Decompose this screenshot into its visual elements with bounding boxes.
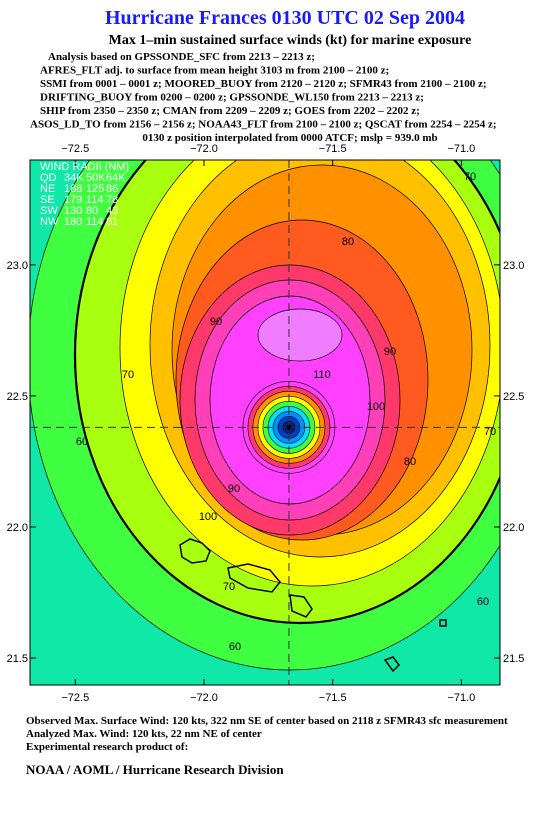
contour-label: 60 — [477, 596, 489, 608]
x-tick-label: −72.0 — [190, 692, 218, 704]
subtitle: Max 1–min sustained surface winds (kt) f… — [109, 33, 472, 48]
y-tick-label: 22.0 — [503, 522, 524, 534]
title: Hurricane Frances 0130 UTC 02 Sep 2004 — [105, 7, 465, 29]
wind-radii-cell: 34K — [64, 172, 84, 184]
analysis-line: SHIP from 2350 – 2350 z; CMAN from 2209 … — [40, 105, 420, 117]
wind-radii-cell: QD — [40, 172, 57, 184]
wind-radii-cell: 64K — [106, 172, 126, 184]
footer-line: Observed Max. Surface Wind: 120 kts, 322… — [26, 715, 508, 727]
contour-label: 110 — [313, 369, 331, 381]
contour-label: 100 — [199, 511, 217, 523]
y-tick-label: 22.5 — [7, 391, 28, 403]
wind-radii-cell: 180 — [64, 216, 82, 228]
analysis-line: ASOS_LD_TO from 2156 – 2156 z; NOAA43_FL… — [30, 119, 497, 131]
x-tick-label: −71.0 — [447, 692, 475, 704]
contour-label: 70 — [464, 171, 476, 183]
wind-radii-cell: 78 — [106, 194, 118, 206]
y-tick-label: 22.0 — [7, 522, 28, 534]
contour-label: 60 — [76, 436, 88, 448]
wind-radii-cell: NE — [40, 183, 55, 195]
map: 70 80 90 90 110 100 80 70 60 70 100 90 60 60 70 — [30, 160, 500, 685]
x-tick-label: −71.0 — [447, 143, 475, 155]
contour-label: 80 — [342, 236, 354, 248]
island — [289, 594, 313, 618]
wind-radii-cell: 50K — [86, 172, 106, 184]
analysis-line: DRIFTING_BUOY from 0200 – 0200 z; GPSSON… — [40, 92, 424, 104]
wind-radii-cell: 114 — [86, 216, 104, 228]
footer-line: Experimental research product of: — [26, 741, 188, 753]
y-tick-label: 23.0 — [503, 260, 524, 272]
x-tick-label: −72.5 — [61, 143, 89, 155]
x-tick-label: −72.0 — [190, 143, 218, 155]
analysis-line: AFRES_FLT adj. to surface from mean heig… — [40, 65, 389, 77]
wind-radii-cell: 125 — [86, 183, 104, 195]
contour-label: 80 — [404, 456, 416, 468]
x-tick-label: −72.5 — [61, 692, 89, 704]
footer-line: Analyzed Max. Wind: 120 kts, 22 nm NE of… — [26, 728, 262, 740]
analysis-line: SSMI from 0001 – 0001 z; MOORED_BUOY fro… — [40, 78, 487, 90]
contour-label: 90 — [210, 316, 222, 328]
wind-radii-cell: SE — [40, 194, 55, 206]
wind-radii-cell: 43 — [106, 205, 118, 217]
wind-radii-cell: 86 — [106, 183, 118, 195]
footer-org: NOAA / AOML / Hurricane Research Divisio… — [26, 762, 284, 777]
wind-radii-cell: 188 — [64, 183, 82, 195]
y-tick-label: 21.5 — [7, 653, 28, 665]
x-tick-label: −71.5 — [319, 143, 347, 155]
contour-label: 70 — [484, 426, 496, 438]
island — [179, 538, 211, 564]
wind-radii-cell: SW — [40, 205, 58, 217]
center-point — [286, 424, 292, 430]
y-tick-label: 21.5 — [503, 653, 524, 665]
wind-radii-cell: 80 — [86, 205, 98, 217]
wind-radii-cell: NW — [40, 216, 59, 228]
contour-band — [257, 308, 343, 362]
contour-label: 60 — [229, 641, 241, 653]
wind-radii-cell: 114 — [86, 194, 104, 206]
island — [383, 656, 400, 673]
island — [227, 563, 281, 593]
wind-radii-cell: WIND RADII (NM) — [40, 161, 129, 173]
wind-radii-cell: 130 — [64, 205, 82, 217]
contour-label: 90 — [228, 483, 240, 495]
map-frame — [29, 159, 501, 686]
contour-label: 70 — [223, 581, 235, 593]
contour-label: 100 — [367, 401, 385, 413]
island — [439, 619, 447, 627]
contour-label: 70 — [122, 369, 134, 381]
y-tick-label: 23.0 — [7, 260, 28, 272]
y-tick-label: 22.5 — [503, 391, 524, 403]
wind-radii-cell: 81 — [106, 216, 118, 228]
x-tick-label: −71.5 — [319, 692, 347, 704]
contour-label: 90 — [384, 346, 396, 358]
analysis-line: Analysis based on GPSSONDE_SFC from 2213… — [48, 51, 315, 63]
analysis-line: 0130 z position interpolated from 0000 A… — [142, 132, 437, 144]
wind-radii-cell: 179 — [64, 194, 82, 206]
